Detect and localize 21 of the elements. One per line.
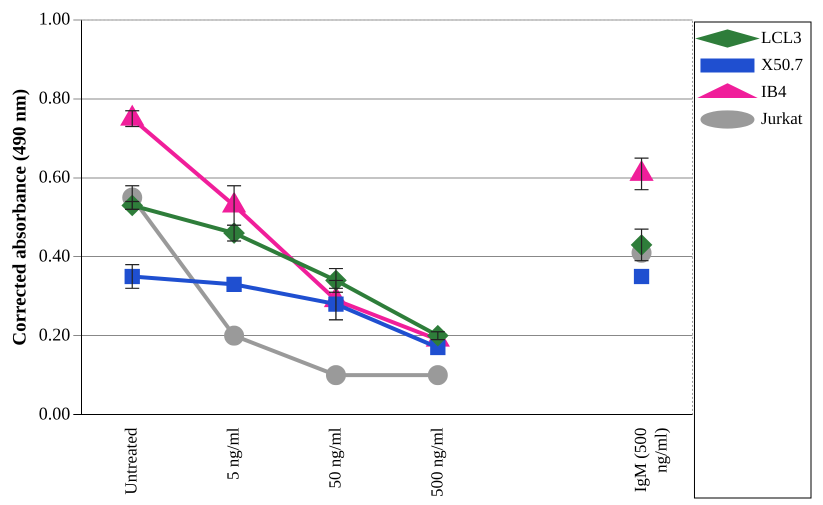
point <box>428 365 448 386</box>
x-tick-label: 5 ng/ml <box>224 427 243 480</box>
legend-label: LCL3 <box>760 28 802 47</box>
x-tick-label: IgM (500 ng/ml) <box>631 428 670 492</box>
y-tick-label: 0.20 <box>38 324 70 344</box>
x-tick-label: 50 ng/ml <box>325 427 344 488</box>
legend-label: Jurkat <box>760 108 803 128</box>
point <box>326 365 346 386</box>
y-tick-label: 0.00 <box>38 403 70 424</box>
legend-label: IB4 <box>760 82 787 101</box>
point <box>224 326 244 346</box>
legend-label: X50.7 <box>760 54 804 74</box>
y-tick-label: 1.00 <box>38 8 70 29</box>
y-axis-title: Corrected absorbance (490 nm) <box>9 88 30 346</box>
point <box>634 268 650 284</box>
x-tick-label: 500 ng/ml <box>427 427 446 497</box>
y-tick-label: 0.80 <box>38 88 70 108</box>
point <box>226 276 242 292</box>
y-tick-label: 0.60 <box>38 166 70 187</box>
y-tick-label: 0.40 <box>38 245 70 266</box>
x-tick-label: Untreated <box>122 427 141 495</box>
